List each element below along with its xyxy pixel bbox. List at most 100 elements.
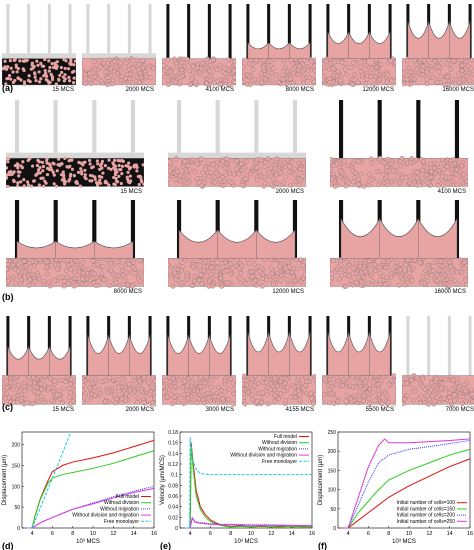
- y-tick-label: 100: [12, 484, 21, 490]
- panel-a-label: (a): [2, 83, 13, 93]
- frame-time-label: 12000 MCS: [272, 289, 304, 294]
- panel-label: (f): [318, 541, 327, 550]
- simulation-frame: 15 MCS: [6, 100, 144, 194]
- simulation-frame: 12000 MCS: [322, 4, 396, 92]
- panel-b-label: (b): [2, 292, 14, 302]
- chart-d: 4 6 8 10 12 14 16 0 50 100 150 200 10³ MCS Displaceme…: [2, 431, 157, 550]
- series-line: [185, 442, 313, 529]
- panel-c-label: (c): [2, 402, 13, 412]
- frame-time-label: 4155 MCS: [286, 407, 314, 412]
- y-tick-label: 0.04: [168, 505, 178, 511]
- x-tick-label: 10: [406, 531, 412, 537]
- series-line: [27, 450, 155, 529]
- x-tick-label: 8: [387, 531, 390, 537]
- frame-time-label: 2000 MCS: [126, 87, 154, 92]
- simulation-frame: 8000 MCS: [6, 200, 144, 294]
- legend-entry: Without division: [262, 440, 297, 446]
- frame-time-label: 2000 MCS: [126, 407, 154, 412]
- panel-label: (e): [160, 541, 171, 550]
- series-line: [185, 445, 312, 529]
- chart-f: 4 6 8 10 12 14 16 0 50 100 150 200 250 10³ MCS Displac…: [318, 430, 473, 550]
- y-tick-label: 0.08: [168, 483, 178, 489]
- frame-time-label: 15 MCS: [52, 87, 74, 92]
- frame-time-label: 8000 MCS: [114, 289, 142, 294]
- x-tick-label: 14: [131, 531, 137, 537]
- x-tick-label: 12: [110, 531, 116, 537]
- frame-time-label: 15 MCS: [52, 407, 74, 412]
- x-tick-label: 4: [347, 531, 350, 537]
- x-tick-label: 8: [229, 531, 232, 537]
- x-tick-label: 16: [151, 531, 157, 537]
- simulation-frame: 12000 MCS: [168, 200, 306, 294]
- y-tick-label: 0.1: [171, 473, 178, 479]
- plot-frame: [21, 431, 155, 529]
- x-tick-label: 14: [289, 531, 295, 537]
- y-tick-label: 150: [328, 468, 337, 474]
- x-tick-label: 10: [90, 531, 96, 537]
- simulation-frame: 7000 MCS: [402, 316, 474, 412]
- frame-time-label: 7000 MCS: [446, 407, 474, 412]
- frame-time-label: 4100 MCS: [438, 189, 466, 194]
- frame-time-label: 4100 MCS: [206, 87, 234, 92]
- simulation-frame: 16000 MCS: [330, 200, 468, 294]
- legend-entry: Free monolayer: [104, 519, 139, 525]
- simulation-frame: 2000 MCS: [82, 4, 156, 92]
- y-tick-label: 0.16: [168, 441, 178, 447]
- y-tick-label: 50: [330, 507, 336, 513]
- frame-time-label: 2000 MCS: [276, 189, 304, 194]
- legend-entry: Without division and migration: [72, 513, 139, 519]
- x-tick-label: 10: [248, 531, 254, 537]
- panel-label: (d): [2, 541, 14, 550]
- y-tick-label: 150: [12, 463, 21, 469]
- frame-time-label: 15 MCS: [120, 189, 142, 194]
- plot-frame: [179, 431, 313, 529]
- x-axis-label: 10³ MCS: [76, 539, 100, 545]
- chart-e: 4 6 8 10 12 14 16 0 0.02 0.04 0.06 0.08 0.1 0.12 0.14 0…: [160, 430, 315, 550]
- legend-entry: Initial number of cells=150: [397, 506, 455, 512]
- x-tick-label: 16: [467, 531, 473, 537]
- frame-time-label: 8000 MCS: [286, 87, 314, 92]
- frame-time-label: 3000 MCS: [206, 407, 234, 412]
- simulation-frame: 16000 MCS: [402, 4, 474, 92]
- legend-entry: Full model: [116, 494, 139, 500]
- simulation-frame: 5500 MCS: [322, 316, 396, 412]
- y-tick-label: 0.18: [168, 430, 178, 436]
- y-tick-label: 0: [333, 526, 336, 532]
- y-tick-label: 100: [328, 488, 337, 494]
- simulation-frame: 3000 MCS: [162, 316, 236, 412]
- simulation-frame: 2000 MCS: [168, 100, 306, 194]
- plot-frame: [337, 431, 471, 529]
- x-tick-label: 12: [426, 531, 432, 537]
- legend-entry: Without migration: [258, 446, 297, 452]
- series-line: [343, 458, 471, 529]
- legend-entry: Without division: [104, 500, 139, 506]
- series-line: [185, 437, 312, 529]
- y-tick-label: 0.14: [168, 451, 178, 457]
- simulation-frame: 15 MCS: [2, 316, 76, 412]
- x-axis-label: 10³ MCS: [392, 539, 416, 545]
- series-line: [27, 431, 72, 529]
- y-axis-label: Displacement (µm): [2, 455, 8, 505]
- y-tick-label: 250: [328, 430, 337, 436]
- legend-entry: Initial number of cells=200: [397, 513, 455, 519]
- simulation-frame: 4100 MCS: [330, 100, 468, 194]
- x-tick-label: 6: [367, 531, 370, 537]
- y-tick-label: 200: [12, 443, 21, 449]
- x-tick-label: 14: [447, 531, 453, 537]
- x-tick-label: 6: [209, 531, 212, 537]
- y-tick-label: 0.02: [168, 515, 178, 521]
- series-line: [185, 517, 313, 529]
- x-tick-label: 8: [71, 531, 74, 537]
- legend-entry: Without migration: [100, 506, 139, 512]
- frame-time-label: 12000 MCS: [362, 87, 394, 92]
- x-tick-label: 4: [31, 531, 34, 537]
- y-tick-label: 0: [175, 526, 178, 532]
- x-tick-label: 6: [51, 531, 54, 537]
- series-line: [343, 438, 471, 529]
- legend-entry: Initial number of cells=100: [397, 500, 455, 506]
- y-axis-label: Displacement (µm): [318, 455, 324, 505]
- y-tick-label: 0.06: [168, 494, 178, 500]
- y-tick-label: 200: [328, 449, 337, 455]
- legend-entry: Without division and migration: [230, 453, 297, 459]
- legend-entry: Initial number of cells=250: [397, 519, 455, 525]
